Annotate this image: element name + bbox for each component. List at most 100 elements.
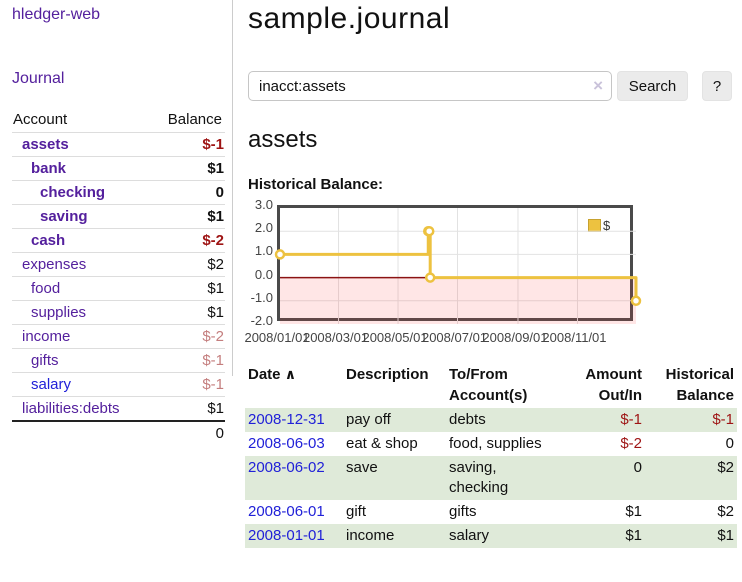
sidebar: hledger-web Journal Account Balance asse… [0,0,233,582]
account-balance: 0 [215,184,224,201]
account-balance: $1 [207,280,224,297]
account-row: saving $1 [12,205,225,229]
x-axis-tick-label: 2008/05/01 [362,330,428,345]
y-axis-tick-label: -2.0 [250,313,273,328]
accounts-total-row: 0 [12,421,225,445]
transaction-date-link[interactable]: 2008-06-02 [248,459,325,476]
account-row: food $1 [12,277,225,301]
transaction-accounts: gifts [449,503,477,520]
register-table: Date ∧ Description To/From Account(s) Am… [245,362,737,548]
transaction-balance: $2 [717,503,734,520]
page-title: sample.journal [248,2,451,35]
transaction-date-link[interactable]: 2008-12-31 [248,411,325,428]
account-link-checking[interactable]: checking [40,184,106,201]
transaction-amount: $-2 [620,435,642,452]
transaction-date-link[interactable]: 2008-06-01 [248,503,325,520]
transaction-amount: 0 [633,459,642,476]
balance-column-header-register: Historical Balance [665,366,734,404]
transaction-accounts: saving, checking [449,459,509,496]
y-axis-tick-label: 3.0 [254,197,273,212]
account-link-income[interactable]: income [22,328,71,345]
account-row: salary $-1 [12,373,225,397]
account-balance: $-2 [202,328,224,345]
account-balance: $-1 [202,352,224,369]
chart-plot-area: $ [274,205,642,324]
x-axis-tick-label: 2008/09/01 [482,330,548,345]
account-link-cash[interactable]: cash [31,232,66,249]
account-row: assets $-1 [12,133,225,157]
account-row: checking 0 [12,181,225,205]
account-row: bank $1 [12,157,225,181]
search-button[interactable]: Search [617,71,688,101]
transaction-description: gift [346,503,367,520]
transaction-row: 2008-06-02 save saving, checking 0 $2 [245,456,737,500]
accounts-total-value: 0 [215,425,224,442]
account-link-saving[interactable]: saving [40,208,88,225]
transaction-date-link[interactable]: 2008-06-03 [248,435,325,452]
account-column-header: Account [13,111,68,128]
accounts-header-row: Account Balance [12,108,225,133]
x-axis-tick-label: 2008/07/01 [421,330,488,345]
chart-title: Historical Balance: [248,176,384,193]
transaction-description: income [346,527,395,544]
sort-ascending-icon: ∧ [284,366,297,382]
historical-balance-chart: $ 3.0 2.0 1.0 0.0 -1.0 -2.0 2008/01/01 2008/03… [244,197,655,347]
clear-search-icon[interactable]: × [593,76,603,95]
date-column-header[interactable]: Date ∧ [248,366,297,383]
account-row: liabilities:debts $1 [12,397,225,421]
account-balance: $1 [207,304,224,321]
transaction-date-link[interactable]: 2008-01-01 [248,527,325,544]
account-balance: $2 [207,256,224,273]
transaction-accounts: salary [449,527,490,544]
account-row: supplies $1 [12,301,225,325]
sidebar-item-journal[interactable]: Journal [12,70,65,87]
transaction-balance: $1 [717,527,734,544]
search-input[interactable] [248,71,612,101]
legend-label: $ [603,218,611,233]
account-row: gifts $-1 [12,349,225,373]
help-button[interactable]: ? [702,71,732,101]
transaction-balance: 0 [725,435,734,452]
transaction-row: 2008-12-31 pay off debts $-1 $-1 [245,408,737,432]
account-link-expenses[interactable]: expenses [22,256,87,273]
transaction-row: 2008-01-01 income salary $1 $1 [245,524,737,548]
account-row: cash $-2 [12,229,225,253]
account-balance: $1 [207,400,224,417]
account-row: income $-2 [12,325,225,349]
account-balance: $-1 [202,136,224,153]
x-axis-tick-label: 2008/03/01 [302,330,369,345]
transaction-row: 2008-06-03 eat & shop food, supplies $-2 0 [245,432,737,456]
transaction-amount: $-1 [620,411,642,428]
account-balance: $-1 [202,376,224,393]
account-link-bank[interactable]: bank [31,160,67,177]
register-header-row: Date ∧ Description To/From Account(s) Am… [245,362,737,408]
x-axis-tick-label: 2008/11/01 [542,330,607,345]
account-link-food[interactable]: food [31,280,61,297]
transaction-amount: $1 [625,527,642,544]
transaction-description: save [346,459,378,476]
transaction-balance: $-1 [712,411,734,428]
account-link-assets[interactable]: assets [22,136,69,153]
transaction-description: eat & shop [346,435,418,452]
account-row: expenses $2 [12,253,225,277]
transaction-accounts: debts [449,411,486,428]
account-link-salary[interactable]: salary [31,376,72,393]
account-heading: assets [248,126,318,153]
transaction-row: 2008-06-01 gift gifts $1 $2 [245,500,737,524]
account-balance: $1 [207,208,224,225]
description-column-header: Description [346,366,429,383]
y-axis-tick-label: 2.0 [254,220,273,236]
account-link-supplies[interactable]: supplies [31,304,87,321]
y-axis-tick-label: -1.0 [250,289,273,305]
app-title-link[interactable]: hledger-web [12,6,101,23]
transaction-accounts: food, supplies [449,435,542,452]
account-balance: $-2 [202,232,224,249]
tofrom-column-header: To/From Account(s) [449,366,528,404]
account-link-liabilities-debts[interactable]: liabilities:debts [22,400,120,417]
account-link-gifts[interactable]: gifts [31,352,59,369]
accounts-table: Account Balance assets $-1 bank $1 checking 0… [12,108,225,445]
x-axis-tick-label: 2008/01/01 [244,330,310,345]
amount-column-header: Amount Out/In [585,366,642,404]
balance-column-header: Balance [167,111,222,128]
